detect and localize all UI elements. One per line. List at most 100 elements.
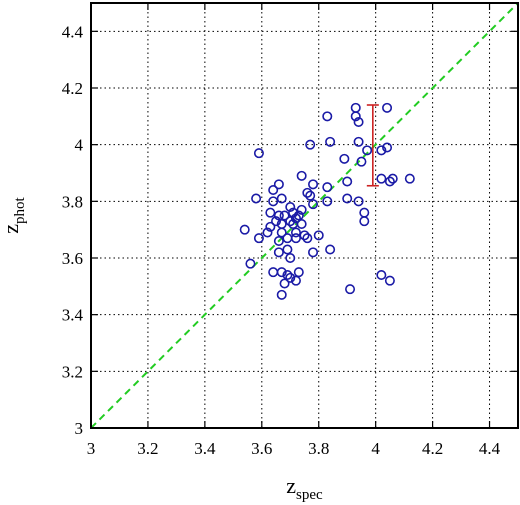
data-point (376, 269, 387, 280)
grid-lines (91, 3, 518, 428)
y-tick-label: 3.2 (62, 362, 83, 381)
data-point (404, 173, 415, 184)
data-point (285, 253, 296, 264)
data-point (376, 145, 387, 156)
data-point (382, 142, 393, 153)
data-point (362, 145, 373, 156)
data-point (253, 233, 264, 244)
data-point (282, 233, 293, 244)
data-point (296, 219, 307, 230)
data-point (308, 179, 319, 190)
y-tick-label: 4.2 (62, 79, 83, 98)
x-tick-label: 3.4 (194, 439, 216, 458)
data-point (273, 247, 284, 258)
data-point (245, 258, 256, 269)
data-point (290, 213, 301, 224)
x-tick-label: 4.4 (479, 439, 501, 458)
data-point (239, 224, 250, 235)
data-point (350, 102, 361, 113)
reference-line (90, 2, 519, 429)
data-point (268, 196, 279, 207)
data-point (268, 185, 279, 196)
y-tick-labels: 3 3.2 3.4 3.6 3.8 4 4.2 4.4 (62, 22, 84, 438)
data-point (276, 193, 287, 204)
data-point (322, 196, 333, 207)
error-bar (366, 104, 379, 187)
y-axis-label: zphot (0, 196, 28, 233)
y-axis-label-main: z (0, 224, 23, 234)
data-point (276, 289, 287, 300)
data-point (305, 139, 316, 150)
data-point (288, 207, 299, 218)
y-tick-label: 3.8 (62, 192, 83, 211)
data-point (262, 227, 273, 238)
data-point (273, 236, 284, 247)
data-point (342, 193, 353, 204)
data-point (282, 244, 293, 255)
data-point (359, 216, 370, 227)
data-point (305, 190, 316, 201)
x-tick-labels: 3 3.2 3.4 3.6 3.8 4 4.2 4.4 (87, 439, 501, 458)
data-point (302, 233, 313, 244)
data-point (353, 196, 364, 207)
data-point (285, 202, 296, 213)
data-point (339, 153, 350, 164)
x-tick-label: 3.2 (137, 439, 158, 458)
data-point (296, 204, 307, 215)
data-point (382, 102, 393, 113)
data-point (279, 278, 290, 289)
x-axis-label-subscript: spec (296, 487, 323, 503)
data-point (285, 272, 296, 283)
data-point (265, 221, 276, 232)
data-point (285, 216, 296, 227)
data-point (325, 244, 336, 255)
data-point (325, 136, 336, 147)
data-point (290, 233, 301, 244)
data-point (313, 230, 324, 241)
data-point (265, 207, 276, 218)
data-point (308, 247, 319, 258)
data-point (293, 210, 304, 221)
data-point (322, 182, 333, 193)
data-point (387, 173, 398, 184)
data-point (308, 199, 319, 210)
data-point (290, 227, 301, 238)
data-point (302, 187, 313, 198)
data-point (299, 230, 310, 241)
data-point (279, 210, 290, 221)
y-tick-label: 3 (75, 419, 84, 438)
data-points (239, 102, 415, 300)
y-tick-label: 3.6 (62, 249, 83, 268)
data-point (322, 111, 333, 122)
y-tick-label: 4 (75, 136, 84, 155)
y-tick-label: 4.4 (62, 22, 84, 41)
x-axis-label: zspec (286, 473, 323, 503)
data-point (359, 207, 370, 218)
data-point (356, 156, 367, 167)
data-point (384, 176, 395, 187)
data-point (384, 275, 395, 286)
data-point (282, 269, 293, 280)
x-tick-label: 4.2 (422, 439, 443, 458)
x-tick-label: 3.8 (308, 439, 329, 458)
data-point (353, 117, 364, 128)
data-point (273, 210, 284, 221)
data-point (251, 193, 262, 204)
data-point (268, 267, 279, 278)
data-point (293, 267, 304, 278)
axis-ticks (90, 3, 518, 429)
x-tick-label: 4 (371, 439, 380, 458)
x-axis-label-main: z (286, 473, 296, 498)
data-point (376, 173, 387, 184)
data-point (290, 275, 301, 286)
x-tick-label: 3.6 (251, 439, 272, 458)
y-axis-label-subscript: phot (12, 196, 28, 224)
data-point (253, 148, 264, 159)
data-point (271, 216, 282, 227)
data-point (273, 179, 284, 190)
data-point (296, 170, 307, 181)
data-point (345, 284, 356, 295)
x-tick-label: 3 (87, 439, 96, 458)
data-point (350, 111, 361, 122)
